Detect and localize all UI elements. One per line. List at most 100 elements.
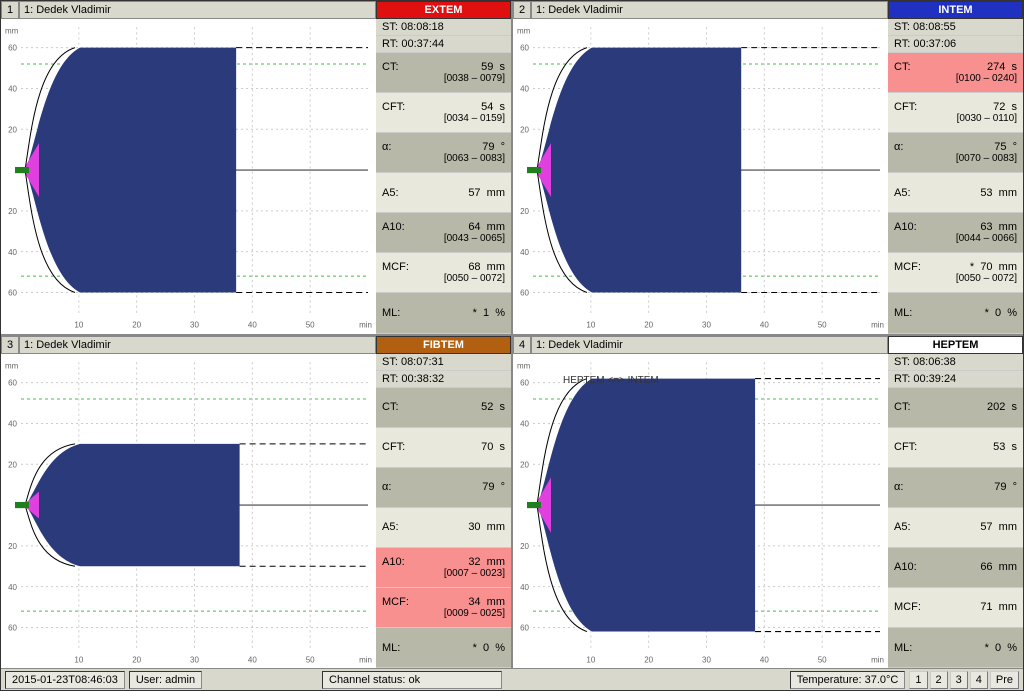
svg-text:20: 20 — [520, 541, 529, 550]
start-time: ST: 08:07:31 — [376, 354, 511, 371]
svg-text:40: 40 — [520, 582, 529, 591]
svg-text:40: 40 — [760, 655, 769, 664]
metric-a5: A5:53 mm — [888, 173, 1023, 213]
metric-ml: ML:* 0 % — [376, 628, 511, 668]
metric-cft: CFT:70 s — [376, 428, 511, 468]
temperature: Temperature: 37.0°C — [790, 671, 906, 689]
svg-text:min: min — [359, 320, 372, 329]
svg-text:20: 20 — [520, 125, 529, 134]
metric-mcf: MCF:71 mm — [888, 588, 1023, 628]
svg-text:20: 20 — [132, 320, 141, 329]
svg-text:40: 40 — [760, 320, 769, 329]
patient-name: 1: Dedek Vladimir — [531, 1, 888, 19]
status-button-pre[interactable]: Pre — [990, 671, 1019, 689]
test-type-badge: FIBTEM — [376, 336, 511, 354]
channel-number: 2 — [513, 1, 531, 19]
svg-text:20: 20 — [132, 655, 141, 664]
metric-mcf: MCF:68 mm[0050 – 0072] — [376, 253, 511, 293]
panel-heptem: 41: Dedek VladimirHEPTEM2020404060601020… — [513, 336, 1023, 669]
start-time: ST: 08:08:18 — [376, 19, 511, 36]
start-time: ST: 08:08:55 — [888, 19, 1023, 36]
metric-ct: CT:59 s[0038 – 0079] — [376, 53, 511, 93]
patient-name: 1: Dedek Vladimir — [531, 336, 888, 354]
metrics-column: ST: 08:07:31RT: 00:38:32CT:52 sCFT:70 sα… — [376, 354, 511, 669]
svg-text:30: 30 — [702, 320, 711, 329]
metrics-column: ST: 08:06:38RT: 00:39:24CT:202 sCFT:53 s… — [888, 354, 1023, 669]
patient-name: 1: Dedek Vladimir — [19, 1, 376, 19]
run-time: RT: 00:38:32 — [376, 371, 511, 388]
status-button-2[interactable]: 2 — [930, 671, 948, 689]
svg-text:40: 40 — [8, 419, 17, 428]
svg-text:60: 60 — [8, 378, 17, 387]
run-time: RT: 00:37:44 — [376, 36, 511, 53]
panel-intem: 21: Dedek VladimirINTEM20204040606010203… — [513, 1, 1023, 334]
svg-text:60: 60 — [520, 623, 529, 632]
svg-text:mm: mm — [5, 26, 19, 35]
svg-text:60: 60 — [520, 378, 529, 387]
metric-ct: CT:52 s — [376, 388, 511, 428]
svg-text:50: 50 — [306, 655, 315, 664]
panel-fibtem: 31: Dedek VladimirFIBTEM 20 20 40 40 60 60 10 20… — [1, 336, 511, 669]
svg-text:10: 10 — [74, 655, 83, 664]
svg-text:30: 30 — [702, 655, 711, 664]
svg-text:HEPTEM <=> INTEM: HEPTEM <=> INTEM — [563, 374, 659, 385]
svg-text:30: 30 — [190, 655, 199, 664]
channel-number: 3 — [1, 336, 19, 354]
metric-cft: CFT:53 s — [888, 428, 1023, 468]
metric-a10: A10:66 mm — [888, 548, 1023, 588]
svg-text:40: 40 — [248, 320, 257, 329]
svg-text:min: min — [871, 320, 884, 329]
svg-text:60: 60 — [8, 288, 17, 297]
svg-text:40: 40 — [8, 84, 17, 93]
svg-text:20: 20 — [8, 541, 17, 550]
svg-text:50: 50 — [818, 655, 827, 664]
temogram-chart: 2020404060601020304050minmm — [1, 19, 376, 334]
metric-a5: A5:30 mm — [376, 508, 511, 548]
test-type-badge: INTEM — [888, 1, 1023, 19]
temogram-chart: 2020404060601020304050minmm — [513, 19, 888, 334]
timestamp: 2015-01-23T08:46:03 — [5, 671, 125, 689]
run-time: RT: 00:37:06 — [888, 36, 1023, 53]
metric-α: α:79 °[0063 – 0083] — [376, 133, 511, 173]
test-type-badge: HEPTEM — [888, 336, 1023, 354]
svg-text:40: 40 — [520, 419, 529, 428]
metric-mcf: MCF:34 mm[0009 – 0025] — [376, 588, 511, 628]
channel-number: 1 — [1, 1, 19, 19]
metric-α: α:75 °[0070 – 0083] — [888, 133, 1023, 173]
status-button-4[interactable]: 4 — [970, 671, 988, 689]
status-button-1[interactable]: 1 — [909, 671, 927, 689]
svg-text:40: 40 — [520, 248, 529, 257]
svg-text:20: 20 — [520, 207, 529, 216]
metric-ml: ML:* 0 % — [888, 293, 1023, 333]
metric-α: α:79 ° — [376, 468, 511, 508]
svg-text:min: min — [359, 655, 372, 664]
user-label: User: admin — [129, 671, 202, 689]
svg-text:20: 20 — [8, 207, 17, 216]
svg-text:mm: mm — [517, 26, 531, 35]
panel-extem: 11: Dedek VladimirEXTEM20204040606010203… — [1, 1, 511, 334]
svg-text:10: 10 — [74, 320, 83, 329]
svg-text:40: 40 — [8, 582, 17, 591]
metric-a5: A5:57 mm — [376, 173, 511, 213]
svg-text:40: 40 — [520, 84, 529, 93]
metric-ml: ML:* 1 % — [376, 293, 511, 333]
status-bar: 2015-01-23T08:46:03 User: admin Channel … — [1, 668, 1023, 690]
metric-mcf: MCF:* 70 mm[0050 – 0072] — [888, 253, 1023, 293]
status-button-3[interactable]: 3 — [950, 671, 968, 689]
svg-text:20: 20 — [520, 460, 529, 469]
temogram-chart: 2020404060601020304050minmm — [1, 354, 376, 669]
svg-text:40: 40 — [8, 248, 17, 257]
svg-text:min: min — [871, 655, 884, 664]
patient-name: 1: Dedek Vladimir — [19, 336, 376, 354]
svg-text:20: 20 — [8, 125, 17, 134]
svg-text:20: 20 — [644, 320, 653, 329]
run-time: RT: 00:39:24 — [888, 371, 1023, 388]
svg-text:50: 50 — [306, 320, 315, 329]
svg-text:mm: mm — [5, 361, 19, 370]
svg-text:60: 60 — [8, 623, 17, 632]
svg-text:10: 10 — [586, 320, 595, 329]
svg-text:mm: mm — [517, 361, 531, 370]
channel-status: Channel status: ok — [322, 671, 502, 689]
svg-text:20: 20 — [644, 655, 653, 664]
svg-text:20: 20 — [8, 460, 17, 469]
